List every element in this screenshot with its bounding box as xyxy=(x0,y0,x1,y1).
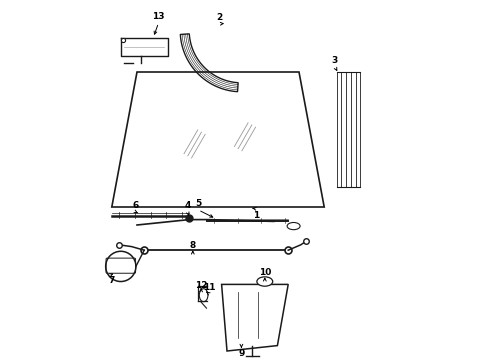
Text: 10: 10 xyxy=(259,269,271,277)
Text: 11: 11 xyxy=(203,283,215,292)
Text: 3: 3 xyxy=(332,56,338,65)
Text: 12: 12 xyxy=(195,281,207,290)
Ellipse shape xyxy=(257,277,273,286)
Text: 7: 7 xyxy=(109,276,115,285)
Text: 1: 1 xyxy=(253,211,259,220)
Text: 5: 5 xyxy=(195,199,201,208)
Text: 6: 6 xyxy=(132,201,138,210)
Text: 8: 8 xyxy=(190,242,196,251)
Text: 4: 4 xyxy=(184,201,191,210)
Text: 2: 2 xyxy=(217,13,223,22)
Text: 13: 13 xyxy=(152,12,165,21)
Text: 9: 9 xyxy=(238,349,245,358)
